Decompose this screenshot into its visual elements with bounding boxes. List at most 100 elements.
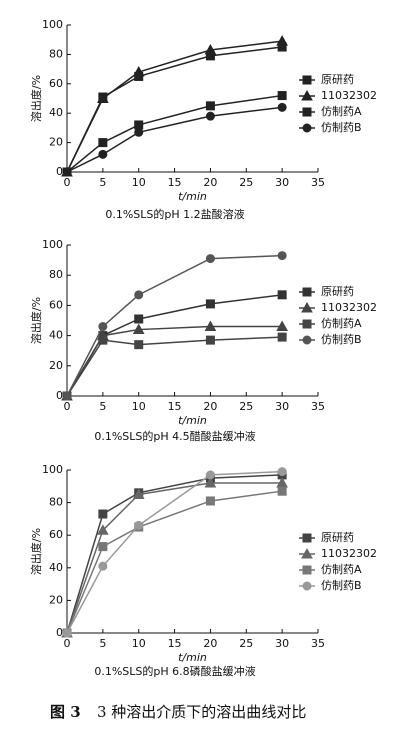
x-axis-label: t/min <box>178 414 207 427</box>
marker-circle <box>205 111 215 121</box>
x-tick-label: 20 <box>203 637 217 650</box>
legend-label: 仿制药A <box>321 563 362 576</box>
marker-square <box>277 91 287 101</box>
marker-triangle <box>132 488 145 499</box>
marker-triangle <box>132 323 145 335</box>
marker-square <box>98 542 108 552</box>
marker-triangle <box>97 524 109 535</box>
marker-circle <box>98 561 108 571</box>
marker-square <box>302 287 312 297</box>
x-tick-label: 10 <box>132 400 146 413</box>
x-tick-label: 25 <box>239 637 253 650</box>
marker-square <box>302 319 312 329</box>
caption-label: 图 3 <box>50 703 81 721</box>
marker-square <box>98 138 108 148</box>
marker-triangle <box>132 66 145 77</box>
marker-triangle <box>301 89 313 101</box>
marker-circle <box>134 127 144 137</box>
marker-triangle <box>301 547 313 559</box>
y-tick-label: 0 <box>56 626 63 639</box>
marker-square <box>277 290 287 300</box>
x-tick-label: 35 <box>311 637 325 650</box>
marker-square <box>302 565 312 575</box>
marker-triangle <box>204 477 217 488</box>
x-tick-label: 35 <box>311 400 325 413</box>
x-tick-label: 0 <box>64 400 71 413</box>
x-tick-label: 30 <box>275 400 289 413</box>
legend-label: 仿制药B <box>321 121 362 134</box>
marker-circle <box>134 290 144 300</box>
marker-circle <box>62 391 72 401</box>
legend-label: 11032302 <box>321 301 377 314</box>
y-tick-label: 20 <box>49 359 63 372</box>
x-tick-label: 25 <box>239 176 253 189</box>
marker-circle <box>302 581 312 591</box>
y-tick-label: 60 <box>49 298 63 311</box>
marker-circle <box>98 149 108 159</box>
marker-triangle <box>301 301 313 313</box>
x-tick-label: 20 <box>203 176 217 189</box>
y-tick-label: 0 <box>56 165 63 178</box>
legend-label: 11032302 <box>321 547 377 560</box>
x-tick-label: 0 <box>64 176 71 189</box>
y-tick-label: 40 <box>49 106 63 119</box>
legend-label: 原研药 <box>321 531 354 544</box>
x-tick-label: 15 <box>168 176 182 189</box>
chart-title: 0.1%SLS的pH 1.2盐酸溶液 <box>105 207 244 221</box>
x-tick-label: 25 <box>239 400 253 413</box>
x-tick-label: 0 <box>64 637 71 650</box>
y-tick-label: 20 <box>49 136 63 149</box>
y-tick-label: 100 <box>42 18 63 31</box>
marker-circle <box>62 628 72 638</box>
marker-triangle <box>97 92 109 103</box>
marker-circle <box>205 470 215 480</box>
marker-square <box>277 486 287 496</box>
x-axis-label: t/min <box>178 651 207 664</box>
y-tick-label: 80 <box>49 47 63 60</box>
y-tick-label: 100 <box>42 238 63 251</box>
marker-circle <box>277 102 287 112</box>
marker-circle <box>98 322 108 332</box>
y-axis-label: 溶出度/% <box>29 297 43 344</box>
marker-triangle <box>276 35 288 46</box>
y-tick-label: 80 <box>49 268 63 281</box>
x-tick-label: 30 <box>275 637 289 650</box>
legend-label: 仿制药B <box>321 579 362 592</box>
chart-title: 0.1%SLS的pH 6.8磷酸盐缓冲液 <box>94 664 255 678</box>
marker-square <box>98 335 108 345</box>
legend-label: 原研药 <box>321 73 354 86</box>
x-tick-label: 10 <box>132 176 146 189</box>
y-tick-label: 0 <box>56 389 63 402</box>
x-tick-label: 5 <box>99 637 106 650</box>
marker-square <box>302 107 312 117</box>
marker-square <box>205 335 215 345</box>
marker-square <box>302 533 312 543</box>
x-tick-label: 5 <box>99 176 106 189</box>
x-tick-label: 5 <box>99 400 106 413</box>
marker-circle <box>62 167 72 177</box>
marker-square <box>205 299 215 309</box>
marker-square <box>205 101 215 111</box>
caption-text: 3 种溶出介质下的溶出曲线对比 <box>97 703 306 721</box>
marker-circle <box>277 251 287 261</box>
marker-circle <box>277 467 287 477</box>
series-line <box>66 482 283 634</box>
y-tick-label: 60 <box>49 77 63 90</box>
legend-label: 11032302 <box>321 89 377 102</box>
legend-label: 原研药 <box>321 285 354 298</box>
legend-label: 仿制药A <box>321 105 362 118</box>
x-tick-label: 15 <box>168 400 182 413</box>
legend-label: 仿制药B <box>321 333 362 346</box>
marker-circle <box>134 520 144 530</box>
marker-circle <box>205 254 215 264</box>
chart-title: 0.1%SLS的pH 4.5醋酸盐缓冲液 <box>94 429 255 443</box>
y-tick-label: 100 <box>42 463 63 476</box>
marker-circle <box>302 123 312 133</box>
y-axis-label: 溶出度/% <box>29 75 43 122</box>
x-axis-label: t/min <box>178 190 207 203</box>
marker-triangle <box>204 320 217 332</box>
marker-circle <box>302 335 312 345</box>
legend-label: 仿制药A <box>321 317 362 330</box>
marker-square <box>134 314 144 324</box>
